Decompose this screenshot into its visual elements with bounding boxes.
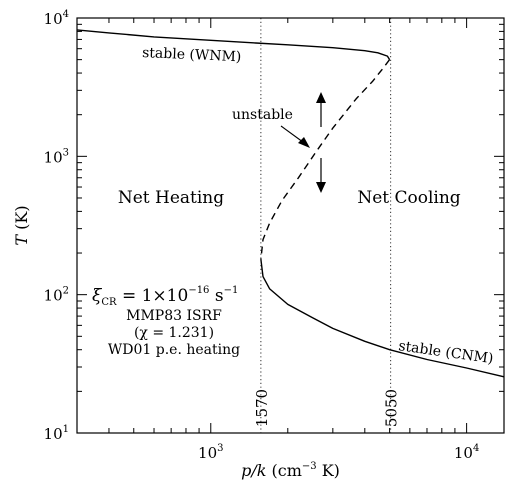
y-axis-title: T (K) [12,205,31,245]
reference-vline-label: 1570 [253,389,271,427]
tick-exponent: 2 [63,286,69,297]
annotation-unstable: unstable [232,107,293,123]
annotation-net-cooling: Net Cooling [357,188,460,208]
x-tick-label: 104 [454,443,479,462]
xi-subscript: CR [101,297,117,308]
tick-base: 10 [44,287,63,305]
xi-exponent: −16 [188,285,209,296]
x-axis-title-exp: −3 [302,461,317,472]
annotation-net-heating: Net Heating [118,188,224,208]
annotation-cosmic-ray-rate: ξCR = 1×10−16 s−1 [92,285,238,308]
plot-frame [77,18,504,433]
down-arrowhead [316,182,326,193]
x-axis-title-var: p/k [241,461,266,480]
annotation-isrf: MMP83 ISRF [126,308,222,324]
x-axis-title-unit-end: K) [317,461,340,480]
y-tick-label: 101 [44,424,69,443]
y-axis-title-unit: (K) [12,205,31,235]
tick-exponent: 3 [63,147,69,158]
y-tick-label: 104 [44,9,69,28]
xi-unit: s [209,286,223,306]
y-tick-label: 103 [44,147,69,166]
tick-exponent: 3 [217,443,223,454]
annotation-heating: WD01 p.e. heating [108,342,240,358]
unstable-branch [261,60,390,260]
reference-vline-label: 5050 [383,389,401,427]
y-tick-label: 102 [44,286,69,305]
xi-value: = 1×10 [117,286,189,306]
xi-unit-exponent: −1 [224,285,239,296]
x-axis-title: p/k (cm−3 K) [241,461,340,480]
axis-ticks [77,18,504,433]
annotation-stable-wnm: stable (WNM) [142,45,242,65]
annotation-chi: (χ = 1.231) [134,325,214,341]
x-tick-label: 103 [198,443,223,462]
up-arrowhead [316,92,326,103]
x-axis-title-unit: (cm [266,461,301,480]
tick-base: 10 [198,444,217,462]
unstable-pointer-arrowhead [298,137,310,148]
tick-base: 10 [44,425,63,443]
tick-exponent: 4 [473,443,479,454]
reference-lines [261,18,391,433]
tick-base: 10 [454,444,473,462]
tick-exponent: 4 [63,9,69,20]
tick-base: 10 [44,148,63,166]
tick-exponent: 1 [63,424,69,435]
tick-base: 10 [44,10,63,28]
